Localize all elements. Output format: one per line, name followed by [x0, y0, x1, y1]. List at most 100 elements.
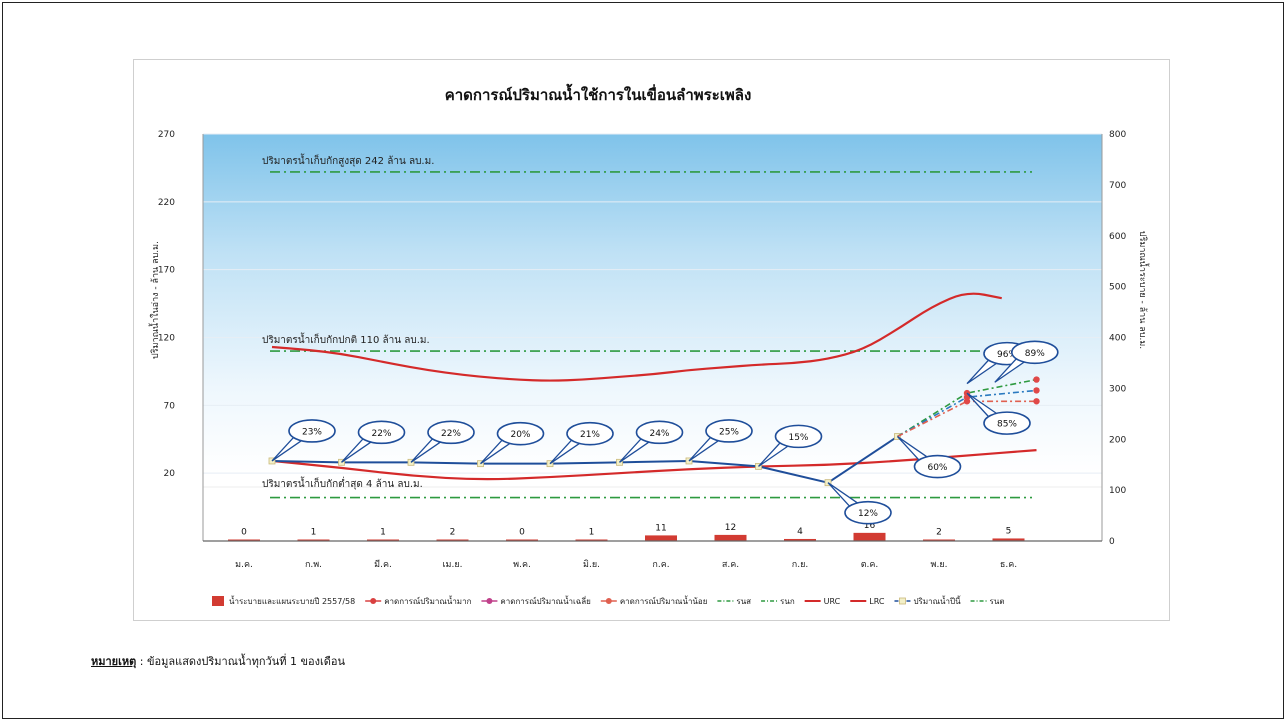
release-bar-label: 1 [589, 528, 595, 538]
legend-label: ปริมาณน้ำปีนี้ [913, 595, 961, 606]
legend-label: LRC [869, 597, 885, 606]
release-bar-label: 5 [1006, 526, 1012, 536]
callout-label: 22% [441, 429, 461, 439]
callout-bubble [496, 421, 545, 446]
callout-label: 12% [858, 509, 878, 519]
y-axis-right-label: ปริมาณน้ำระบาย - ล้าน ลบ.ม. [1137, 231, 1150, 349]
y-tick-right: 200 [1109, 435, 1126, 445]
callout-bubble [357, 420, 406, 445]
chart-title: คาดการณ์ปริมาณน้ำใช้การในเขื่อนลำพระเพลิ… [445, 83, 752, 104]
release-bar [714, 534, 747, 541]
y-axis-left-label: ปริมาณน้ำในอ่าง - ล้าน ลบ.ม. [148, 241, 161, 359]
series-line [271, 292, 1002, 382]
x-tick-label: พ.ค. [513, 560, 531, 570]
callout-label: 22% [371, 429, 391, 439]
y-tick-right: 400 [1109, 334, 1126, 344]
callout-label: 23% [302, 427, 322, 437]
release-bar-label: 2 [450, 528, 456, 538]
x-tick-label: ต.ค. [861, 560, 879, 570]
callout-bubble [566, 421, 614, 446]
x-tick-label: ก.ย. [792, 560, 808, 570]
series-line [271, 435, 899, 484]
x-tick-label: ม.ค. [235, 560, 253, 570]
release-bar-label: 1 [380, 528, 386, 538]
legend-swatch-dot [486, 598, 493, 604]
callout-bubble [913, 454, 962, 479]
forecast-point [963, 398, 971, 405]
x-tick-label: มี.ค. [374, 559, 392, 570]
callout-bubble [983, 411, 1031, 435]
legend-label: รนส [736, 597, 751, 606]
y-tick-right: 800 [1109, 130, 1126, 140]
callout-bubble [705, 419, 753, 443]
release-bar-label: 1 [311, 528, 317, 538]
callout-label: 25% [719, 427, 739, 437]
y-tick-left: 220 [158, 198, 175, 208]
callout-label: 60% [927, 463, 947, 473]
legend-label: คาดการณ์ปริมาณน้ำน้อย [620, 595, 708, 606]
callout-bubble [1011, 340, 1059, 365]
plot-background [203, 134, 1102, 474]
forecast-point [1033, 387, 1040, 394]
legend-swatch [212, 596, 224, 606]
y-tick-left: 270 [158, 130, 175, 140]
reference-line-label: ปริมาตรน้ำเก็บกักปกติ 110 ล้าน ลบ.ม. [262, 332, 430, 346]
callout-label: 96% [997, 350, 1017, 360]
forecast-point [1033, 398, 1040, 405]
release-bar [992, 538, 1025, 541]
y-tick-right: 300 [1109, 384, 1126, 394]
release-bar [297, 539, 330, 541]
release-bar [367, 539, 399, 541]
legend-label: คาดการณ์ปริมาณน้ำมาก [384, 595, 471, 606]
legend-label: URC [824, 597, 841, 606]
callout-label: 89% [1025, 349, 1045, 359]
legend-swatch-dot [605, 598, 612, 604]
release-bar-label: 0 [519, 528, 525, 538]
reference-line-label: ปริมาตรน้ำเก็บกักสูงสุด 242 ล้าน ลบ.ม. [262, 153, 434, 167]
release-bar [784, 538, 816, 541]
y-tick-right: 700 [1109, 181, 1126, 191]
footnote: หมายเหตุ : ข้อมูลแสดงปริมาณน้ำทุกวันที่ … [91, 652, 345, 670]
legend-label: คาดการณ์ปริมาณน้ำเฉลี่ย [500, 595, 590, 606]
legend-label: น้ำระบายและแผนระบายปี 2557/58 [229, 595, 355, 606]
callout-label: 24% [649, 429, 669, 439]
y-tick-left: 70 [164, 401, 176, 411]
release-bar-label: 4 [797, 527, 803, 537]
release-bar [575, 539, 608, 541]
x-tick-label: ก.ค. [652, 560, 669, 570]
series-line [897, 378, 1037, 438]
release-bar-label: 16 [864, 521, 876, 531]
legend-swatch-marker [899, 597, 906, 605]
y-tick-right: 100 [1109, 486, 1126, 496]
release-bar-label: 12 [725, 523, 736, 533]
x-tick-label: ธ.ค. [1000, 560, 1017, 570]
footnote-key: หมายเหตุ [91, 655, 137, 668]
release-bar [853, 532, 886, 541]
callout-bubble [635, 420, 684, 445]
y-tick-left: 170 [158, 266, 175, 276]
release-bar [923, 539, 955, 541]
y-tick-right: 600 [1109, 232, 1126, 242]
callout-bubble [427, 420, 475, 445]
forecast-point [1033, 376, 1040, 383]
release-bar-label: 2 [936, 528, 942, 538]
y-tick-right: 500 [1109, 283, 1126, 293]
y-tick-right: 0 [1109, 537, 1115, 547]
series-line [271, 449, 1037, 481]
x-tick-label: พ.ย. [931, 560, 948, 570]
reference-line-label: ปริมาตรน้ำเก็บกักต่ำสุด 4 ล้าน ลบ.ม. [262, 476, 423, 490]
callout-label: 20% [510, 430, 530, 440]
release-bar [645, 535, 677, 541]
release-bar [506, 539, 538, 541]
x-tick-label: ส.ค. [722, 560, 739, 570]
x-tick-label: มิ.ย. [583, 559, 600, 570]
x-tick-label: เม.ย. [442, 560, 462, 570]
release-bar-label: 0 [241, 528, 247, 538]
footnote-text: : ข้อมูลแสดงปริมาณน้ำทุกวันที่ 1 ของเดือ… [136, 655, 346, 668]
y-tick-left: 20 [164, 469, 176, 479]
y-tick-left: 120 [158, 334, 175, 344]
release-bar [436, 539, 469, 541]
callout-bubble [774, 424, 823, 449]
